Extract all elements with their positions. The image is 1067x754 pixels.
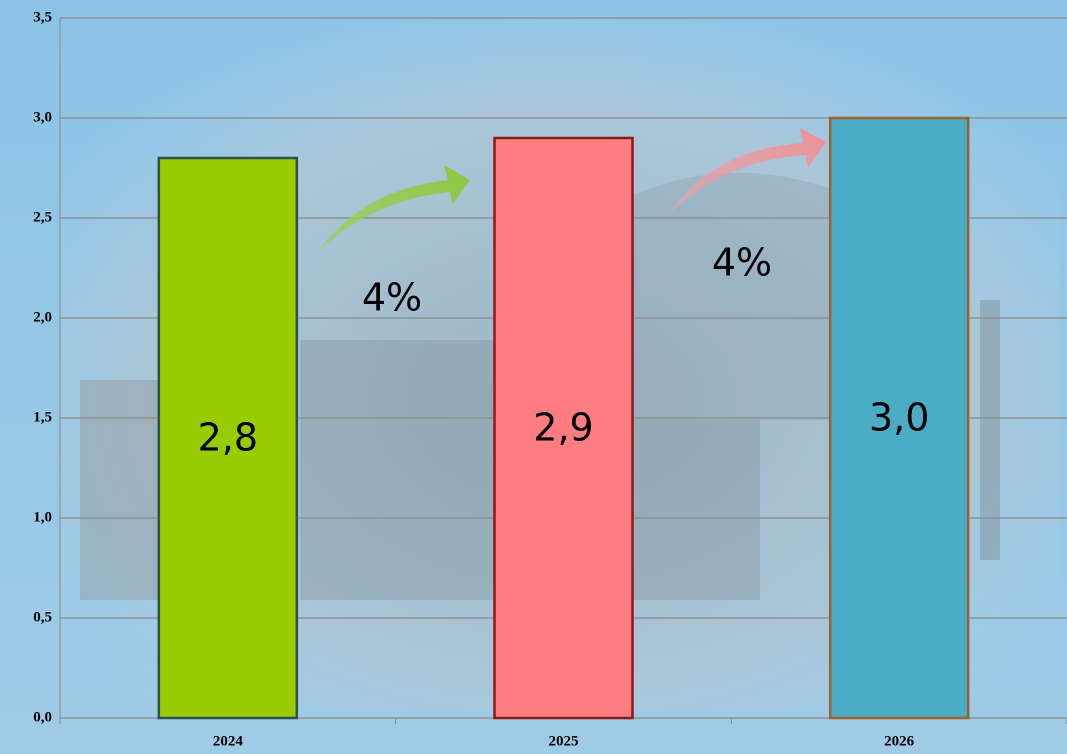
annotation: 4% xyxy=(362,276,422,320)
bar xyxy=(157,156,299,720)
value-label: 2,8 xyxy=(198,416,258,460)
growth-arrow xyxy=(315,165,470,255)
x-tick-label: 2026 xyxy=(884,733,915,749)
y-tick-label: 3,5 xyxy=(33,9,52,25)
y-tick-label: 3,0 xyxy=(33,109,52,125)
bar xyxy=(828,116,970,720)
growth-arrow xyxy=(668,128,826,215)
x-tick-label: 2025 xyxy=(549,733,579,749)
y-tick-label: 1,0 xyxy=(33,509,52,525)
y-tick-label: 1,5 xyxy=(33,409,52,425)
bar xyxy=(493,136,634,720)
value-label: 2,9 xyxy=(533,406,593,450)
value-label: 3,0 xyxy=(869,396,929,440)
annotation: 4% xyxy=(712,241,772,285)
y-tick-label: 0,0 xyxy=(33,709,52,725)
x-tick-label: 2024 xyxy=(213,733,244,749)
y-tick-label: 2,5 xyxy=(33,209,52,225)
y-tick-label: 0,5 xyxy=(33,609,52,625)
y-tick-label: 2,0 xyxy=(33,309,52,325)
